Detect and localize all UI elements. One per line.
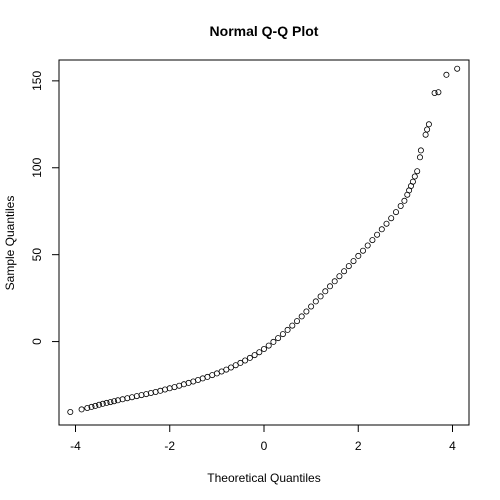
data-point — [424, 126, 431, 133]
data-point — [388, 215, 395, 222]
data-point — [270, 338, 277, 345]
data-point — [401, 197, 408, 204]
data-point — [350, 258, 357, 265]
data-point — [374, 231, 381, 238]
data-point — [67, 408, 74, 415]
data-point — [256, 349, 263, 356]
data-point — [303, 308, 310, 315]
x-tick-label: 0 — [261, 439, 268, 453]
data-point — [326, 283, 333, 290]
data-point — [260, 345, 267, 352]
data-point — [359, 247, 366, 254]
data-point — [103, 399, 110, 406]
chart-title: Normal Q-Q Plot — [210, 23, 319, 39]
data-point — [166, 385, 173, 392]
data-point — [322, 288, 329, 295]
plot-frame — [58, 59, 470, 426]
y-tick-label: 0 — [30, 338, 44, 345]
data-point — [92, 402, 99, 409]
data-point — [345, 263, 352, 270]
y-axis: 0 50 100 150 — [30, 71, 60, 345]
data-point — [425, 121, 432, 128]
data-point — [341, 268, 348, 275]
data-point — [232, 362, 239, 369]
data-point — [88, 403, 95, 410]
data-point — [378, 226, 385, 233]
data-point — [78, 406, 85, 413]
data-point — [99, 400, 106, 407]
data-point — [443, 71, 450, 78]
data-point — [265, 342, 272, 349]
data-point — [284, 326, 291, 333]
y-tick-label: 100 — [30, 157, 44, 177]
x-tick-label: 2 — [355, 439, 362, 453]
data-point — [84, 404, 91, 411]
data-point — [317, 293, 324, 300]
data-point — [411, 173, 418, 180]
data-point — [293, 318, 300, 325]
data-point — [364, 242, 371, 249]
x-axis-label: Theoretical Quantiles — [207, 471, 320, 485]
x-tick-label: -2 — [164, 439, 175, 453]
data-points — [67, 65, 461, 415]
data-point — [275, 335, 282, 342]
data-point — [298, 313, 305, 320]
data-point — [237, 359, 244, 366]
data-point — [308, 303, 315, 310]
data-point — [383, 220, 390, 227]
x-tick-label: 4 — [449, 439, 456, 453]
data-point — [331, 278, 338, 285]
data-point — [128, 394, 135, 401]
data-point — [242, 357, 249, 364]
y-tick-label: 150 — [30, 71, 44, 91]
data-point — [414, 168, 421, 175]
data-point — [96, 401, 103, 408]
data-point — [454, 65, 461, 72]
data-point — [369, 237, 376, 244]
data-point — [336, 273, 343, 280]
data-point — [246, 354, 253, 361]
data-point — [279, 331, 286, 338]
y-tick-label: 50 — [30, 248, 44, 262]
data-point — [409, 178, 416, 185]
data-point — [397, 202, 404, 209]
data-point — [422, 131, 429, 138]
data-point — [251, 352, 258, 359]
data-point — [289, 322, 296, 329]
data-point — [392, 209, 399, 216]
data-point — [107, 399, 114, 406]
y-axis-label: Sample Quantiles — [3, 196, 17, 291]
data-point — [431, 90, 438, 97]
x-axis: -4 -2 0 2 4 — [70, 424, 456, 453]
data-point — [416, 154, 423, 161]
data-point — [435, 89, 442, 96]
data-point — [312, 298, 319, 305]
data-point — [111, 398, 118, 405]
data-point — [227, 364, 234, 371]
x-tick-label: -4 — [70, 439, 81, 453]
data-point — [355, 252, 362, 259]
data-point — [417, 147, 424, 154]
